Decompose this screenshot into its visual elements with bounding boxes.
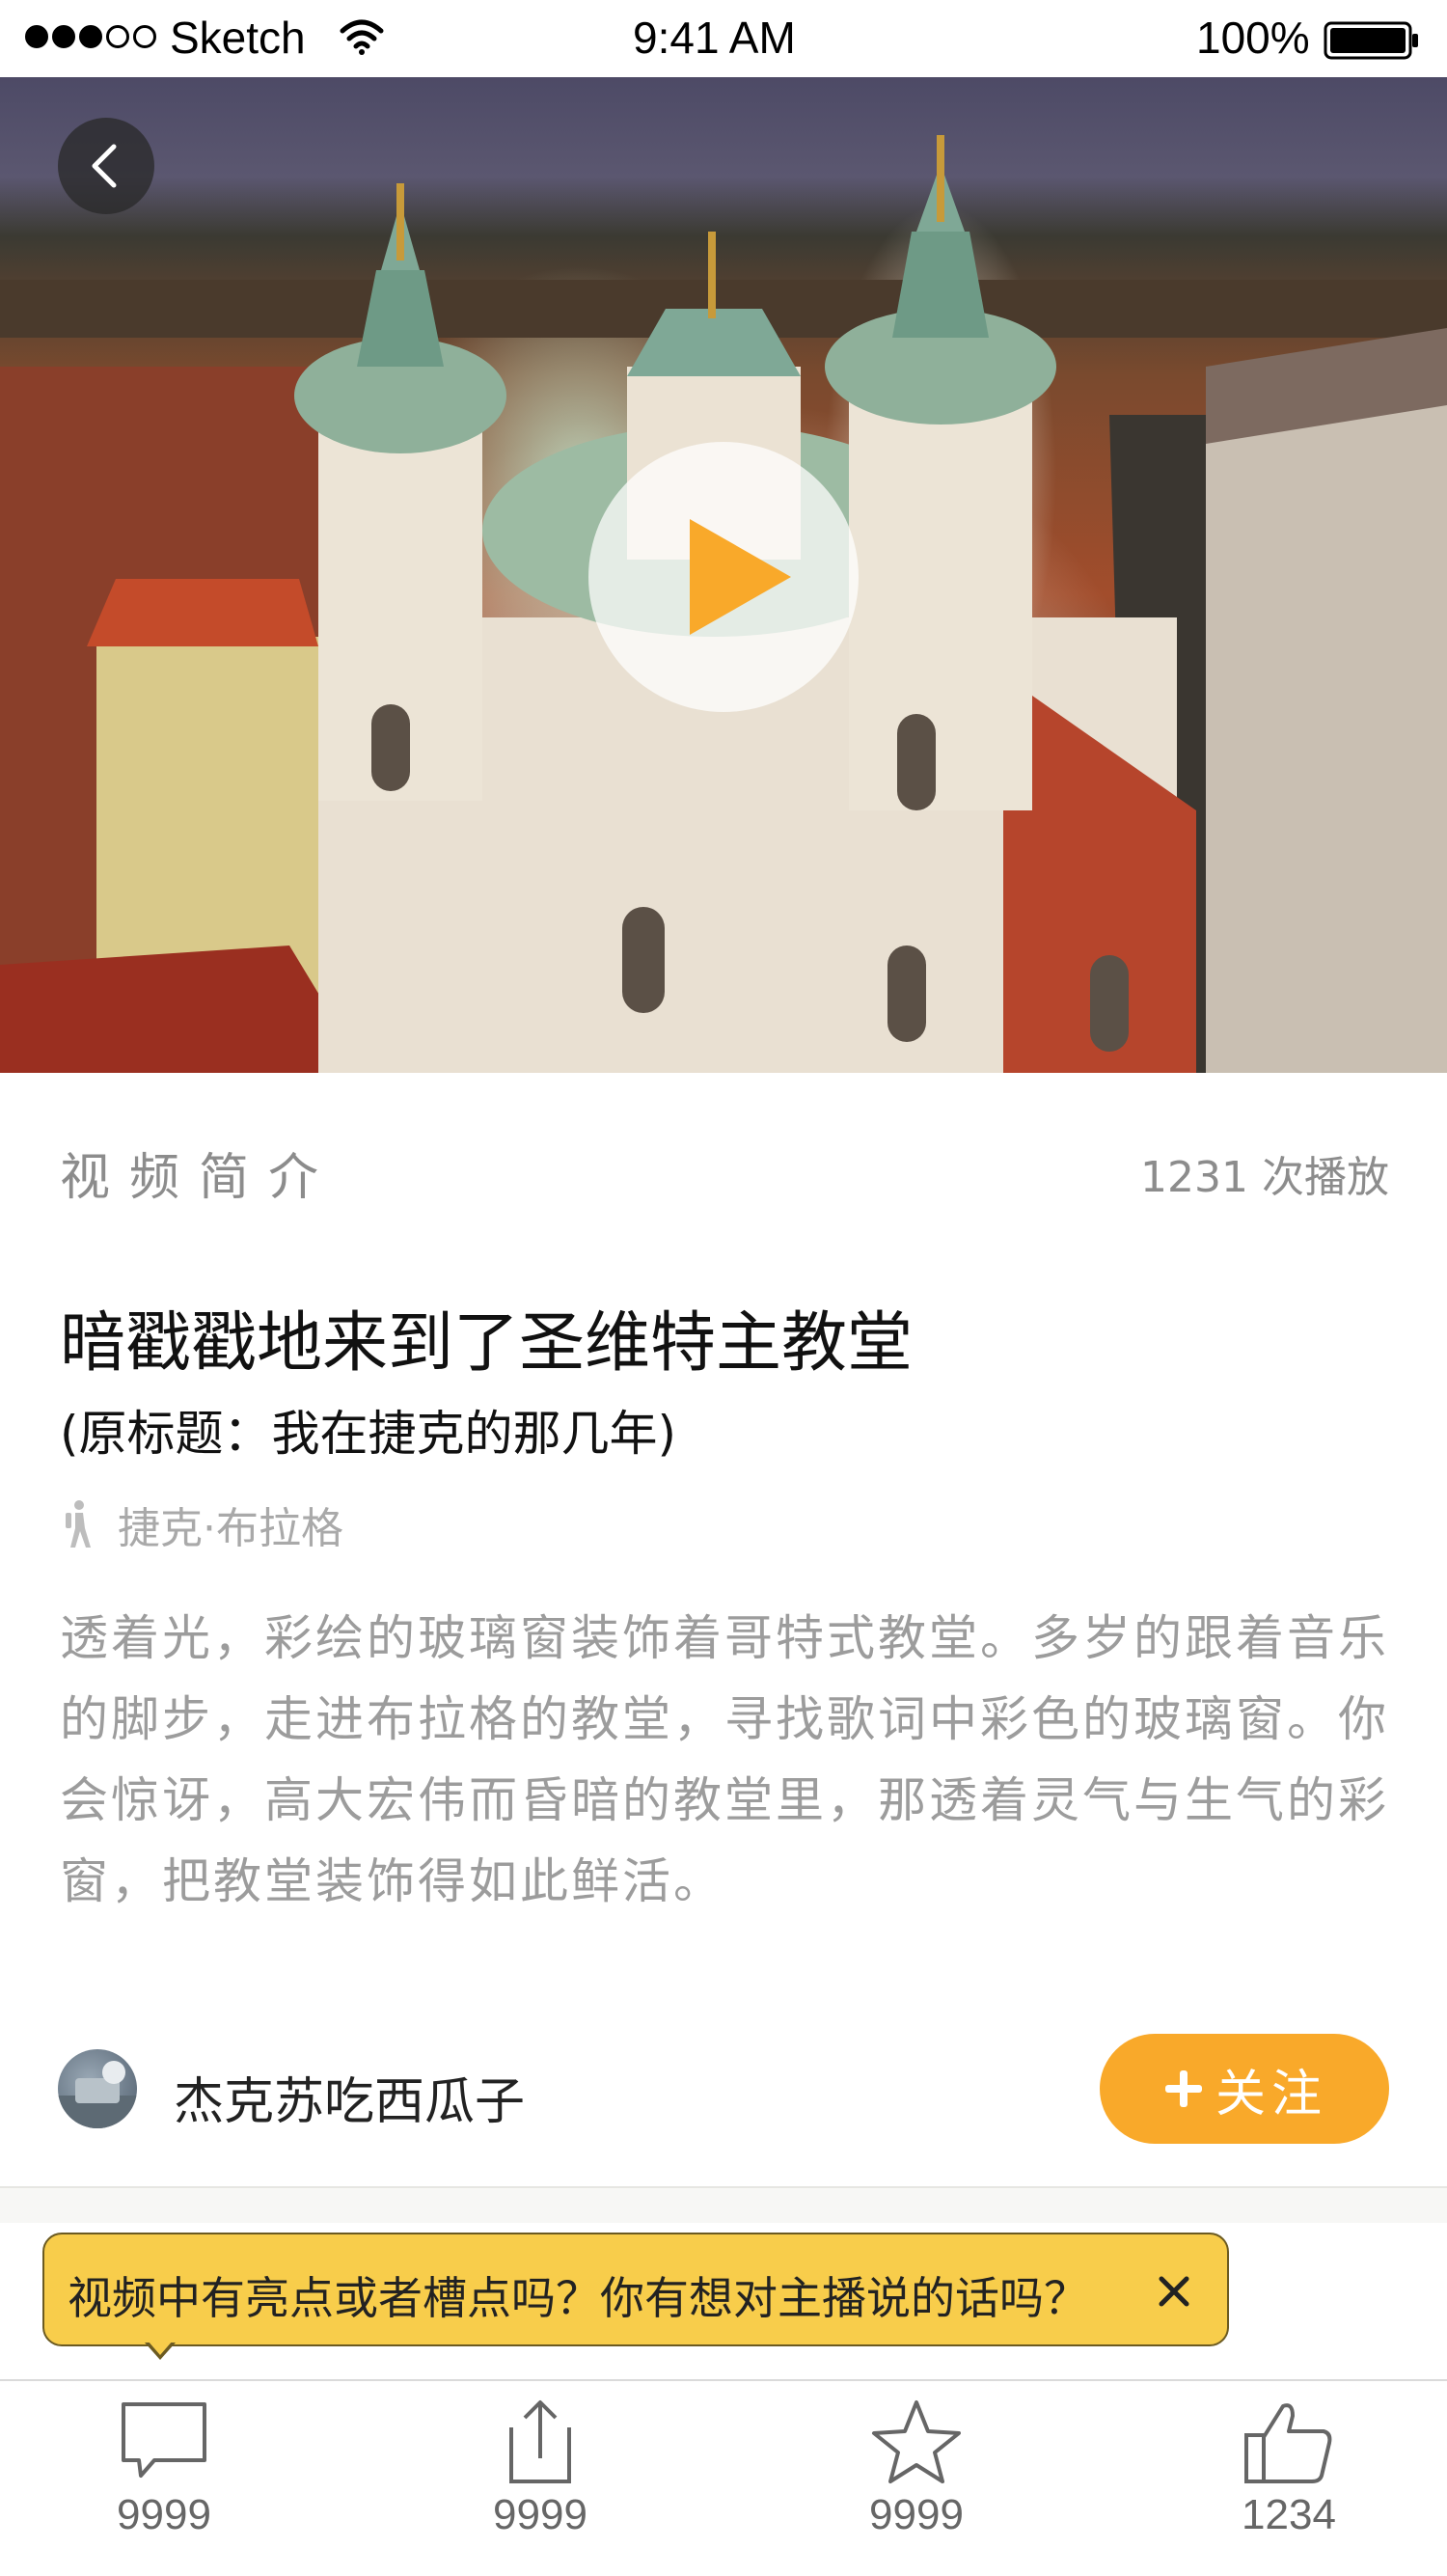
play-button[interactable] bbox=[588, 442, 859, 712]
section-title: 视频简介 bbox=[60, 1149, 339, 1207]
like-count: 1234 bbox=[1242, 2491, 1336, 2538]
share-count: 9999 bbox=[493, 2491, 587, 2538]
author-name[interactable]: 杰克苏吃西瓜子 bbox=[174, 2073, 526, 2131]
avatar-image bbox=[58, 2061, 137, 2128]
like-button[interactable]: 1234 bbox=[1183, 2398, 1395, 2562]
comment-icon bbox=[122, 2402, 206, 2478]
signal-strength-icon bbox=[25, 25, 160, 52]
avatar[interactable] bbox=[58, 2049, 137, 2128]
video-title: 暗戳戳地来到了圣维特主教堂 bbox=[60, 1305, 914, 1382]
share-button[interactable]: 9999 bbox=[434, 2398, 646, 2562]
comment-prompt-tooltip: 视频中有亮点或者槽点吗？你有想对主播说的话吗？ bbox=[42, 2233, 1229, 2346]
video-player[interactable] bbox=[0, 77, 1447, 1073]
clock: 9:41 AM bbox=[633, 13, 796, 63]
bottom-action-bar: 9999 9999 9999 1234 bbox=[0, 2379, 1447, 2576]
comment-button[interactable]: 9999 bbox=[58, 2398, 270, 2562]
play-count: 1231 次播放 bbox=[1140, 1153, 1389, 1202]
hiker-icon bbox=[66, 1500, 91, 1548]
video-description: 透着光，彩绘的玻璃窗装饰着哥特式教堂。多岁的跟着音乐的脚步，走进布拉格的教堂，寻… bbox=[60, 1610, 1389, 1909]
battery-icon bbox=[1324, 21, 1418, 60]
plus-icon bbox=[1164, 2070, 1202, 2107]
comment-count: 9999 bbox=[117, 2491, 211, 2538]
back-button[interactable] bbox=[58, 118, 154, 214]
status-bar: Sketch 9:41 AM 100% bbox=[0, 0, 1447, 77]
original-title: (原标题：我在捷克的那几年) bbox=[60, 1406, 677, 1462]
favorite-button[interactable]: 9999 bbox=[810, 2398, 1023, 2562]
close-icon bbox=[1159, 2276, 1189, 2307]
carrier-name: Sketch bbox=[170, 13, 306, 63]
tooltip-close-button[interactable] bbox=[1148, 2265, 1200, 2317]
star-icon bbox=[872, 2400, 961, 2483]
follow-label: 关注 bbox=[1215, 2065, 1327, 2124]
location-label: 捷克·布拉格 bbox=[118, 1504, 343, 1553]
location[interactable]: 捷克·布拉格 bbox=[60, 1494, 343, 1555]
tooltip-text: 视频中有亮点或者槽点吗？你有想对主播说的话吗？ bbox=[68, 2272, 1088, 2324]
thumbs-up-icon bbox=[1244, 2403, 1332, 2483]
favorite-count: 9999 bbox=[869, 2491, 964, 2538]
wifi-icon bbox=[340, 19, 384, 55]
chevron-left-icon bbox=[92, 144, 117, 188]
battery-percent: 100% bbox=[1196, 13, 1310, 63]
follow-button[interactable]: 关注 bbox=[1100, 2034, 1389, 2144]
play-icon bbox=[690, 519, 791, 635]
share-icon bbox=[509, 2400, 571, 2483]
tooltip-pointer-fill bbox=[148, 2341, 173, 2355]
section-divider bbox=[0, 2186, 1447, 2223]
